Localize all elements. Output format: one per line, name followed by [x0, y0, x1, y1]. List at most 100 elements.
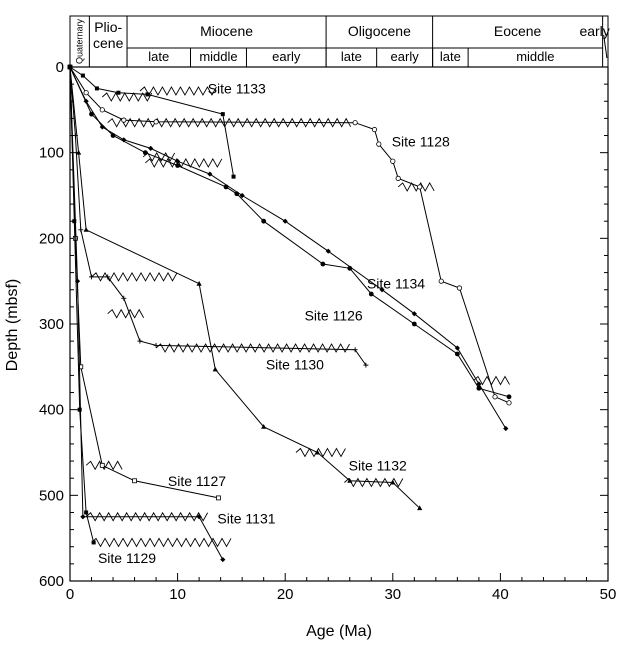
- data-point: [78, 227, 84, 233]
- data-point: [83, 98, 89, 104]
- epoch-label: Oligocene: [348, 23, 411, 39]
- data-point: [121, 137, 127, 143]
- data-point: [68, 65, 72, 69]
- data-point: [175, 163, 181, 168]
- y-tick-label: 300: [39, 316, 64, 333]
- data-point: [438, 278, 444, 284]
- series-layer: [67, 64, 512, 563]
- data-point: [220, 556, 226, 563]
- subdivision-label: late: [440, 49, 461, 64]
- data-point: [116, 90, 121, 95]
- data-point: [352, 347, 358, 353]
- data-point: [476, 385, 482, 391]
- y-tick-label: 500: [39, 487, 64, 504]
- hiatus-zigzag: [344, 477, 404, 488]
- series-line: [69, 66, 367, 366]
- data-point: [99, 124, 105, 130]
- timescale-header: Quaternary Plio-cene Miocene Oligocene Eocen…: [69, 15, 610, 68]
- x-axis-title: Age (Ma): [306, 623, 372, 640]
- x-tick-label: 30: [384, 586, 401, 603]
- data-point: [94, 86, 99, 91]
- hiatus-zigzag: [107, 308, 145, 319]
- data-point: [216, 495, 221, 501]
- data-point: [347, 477, 353, 483]
- data-point: [72, 219, 77, 224]
- data-point: [89, 111, 94, 117]
- epoch-label: Miocene: [200, 23, 253, 39]
- hiatus-zigzag: [85, 460, 123, 471]
- y-tick-label: 0: [56, 59, 64, 76]
- data-point: [417, 184, 423, 190]
- series-line: [69, 66, 421, 509]
- series-line: [69, 66, 510, 404]
- data-point: [80, 514, 86, 520]
- hiatus-layer: [85, 86, 510, 548]
- data-point: [105, 274, 111, 280]
- subdivision-label: early: [272, 49, 301, 64]
- epoch-label-quaternary: Quaternary: [75, 18, 85, 64]
- data-point: [390, 158, 396, 164]
- data-point: [261, 424, 267, 429]
- hiatus-zigzag: [107, 117, 352, 128]
- y-tick-label: 400: [39, 402, 64, 419]
- data-point: [239, 192, 245, 199]
- series-site-1126: [67, 64, 509, 432]
- x-tick-label: 20: [277, 586, 294, 603]
- data-point: [137, 338, 143, 344]
- site-label: Site 1131: [217, 510, 275, 526]
- epoch-label-pliocene: Plio-cene: [93, 19, 124, 51]
- y-axis-title: Depth (mbsf): [4, 279, 21, 371]
- site-label: Site 1134: [367, 276, 425, 292]
- x-tick-label: 0: [66, 586, 74, 603]
- data-point: [175, 158, 181, 164]
- data-point: [153, 342, 159, 348]
- data-point: [76, 149, 82, 155]
- series-site-1132: [67, 64, 423, 511]
- data-point: [506, 394, 512, 400]
- epoch-label: Eocene: [494, 23, 542, 39]
- series-site-1130: [67, 64, 369, 368]
- site-label: Site 1133: [208, 80, 266, 96]
- data-point: [282, 218, 288, 224]
- data-point: [231, 174, 236, 179]
- data-point: [80, 73, 85, 78]
- hiatus-zigzag: [139, 86, 217, 96]
- data-point: [314, 449, 321, 455]
- subdivision-label: middle: [199, 49, 237, 64]
- data-point: [153, 119, 159, 125]
- hiatus-zigzag: [145, 158, 223, 168]
- site-label: Site 1128: [392, 134, 450, 150]
- data-point: [91, 540, 96, 545]
- x-tick-label: 50: [600, 586, 617, 603]
- subdivision-label: early: [391, 49, 420, 64]
- y-axis: 0 100 200 300 400 500 600: [39, 59, 608, 590]
- data-point: [368, 291, 374, 297]
- data-point: [411, 311, 417, 317]
- data-point: [84, 510, 89, 515]
- data-point: [411, 321, 417, 327]
- data-point: [99, 462, 105, 468]
- data-point: [145, 92, 150, 97]
- data-point: [390, 479, 396, 485]
- y-tick-label: 100: [39, 145, 64, 162]
- data-point: [503, 425, 509, 432]
- subdivision-label: middle: [516, 49, 554, 64]
- data-point: [352, 120, 358, 126]
- site-label: Site 1132: [349, 457, 407, 473]
- data-point: [456, 285, 463, 291]
- data-point: [417, 505, 423, 511]
- series-site-1129: [68, 65, 96, 545]
- data-point: [72, 235, 78, 241]
- data-point: [476, 381, 482, 387]
- data-point: [379, 287, 385, 293]
- data-point: [207, 171, 213, 177]
- site-label: Site 1127: [168, 473, 226, 489]
- series-line: [69, 66, 507, 429]
- data-point: [376, 141, 382, 147]
- data-point: [363, 362, 369, 368]
- data-point: [320, 261, 326, 267]
- site-label: Site 1126: [305, 307, 363, 323]
- plot-border: [69, 66, 609, 582]
- data-point: [77, 407, 82, 412]
